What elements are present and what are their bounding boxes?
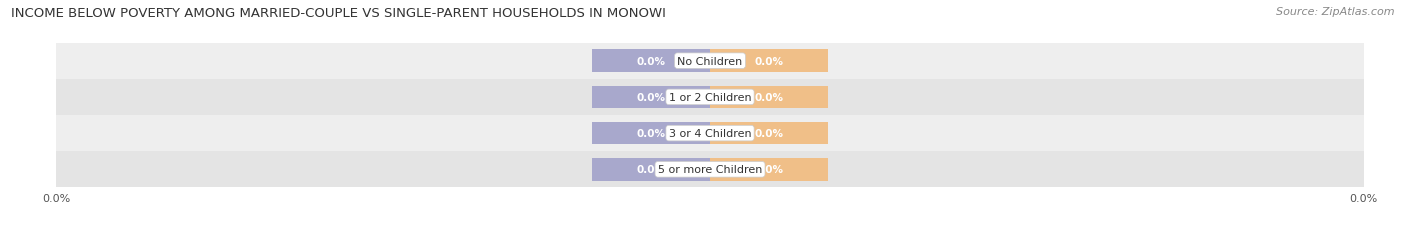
Bar [592, 86, 710, 109]
Bar [56, 152, 1364, 188]
Bar [592, 50, 710, 73]
Bar [710, 50, 828, 73]
Text: 3 or 4 Children: 3 or 4 Children [669, 128, 751, 139]
Text: 0.0%: 0.0% [637, 56, 665, 66]
Text: 0.0%: 0.0% [637, 92, 665, 103]
Bar [56, 43, 1364, 79]
Text: 0.0%: 0.0% [755, 56, 783, 66]
Text: 0.0%: 0.0% [755, 128, 783, 139]
Bar [710, 122, 828, 145]
Text: 0.0%: 0.0% [637, 128, 665, 139]
Text: 0.0%: 0.0% [755, 92, 783, 103]
Text: 5 or more Children: 5 or more Children [658, 165, 762, 175]
Text: 0.0%: 0.0% [755, 165, 783, 175]
Text: 1 or 2 Children: 1 or 2 Children [669, 92, 751, 103]
Bar [710, 158, 828, 181]
Text: INCOME BELOW POVERTY AMONG MARRIED-COUPLE VS SINGLE-PARENT HOUSEHOLDS IN MONOWI: INCOME BELOW POVERTY AMONG MARRIED-COUPL… [11, 7, 666, 20]
Text: Source: ZipAtlas.com: Source: ZipAtlas.com [1277, 7, 1395, 17]
Text: No Children: No Children [678, 56, 742, 66]
Text: 0.0%: 0.0% [637, 165, 665, 175]
Bar [56, 116, 1364, 152]
Bar [592, 122, 710, 145]
Bar [710, 86, 828, 109]
Bar [56, 79, 1364, 116]
Bar [592, 158, 710, 181]
